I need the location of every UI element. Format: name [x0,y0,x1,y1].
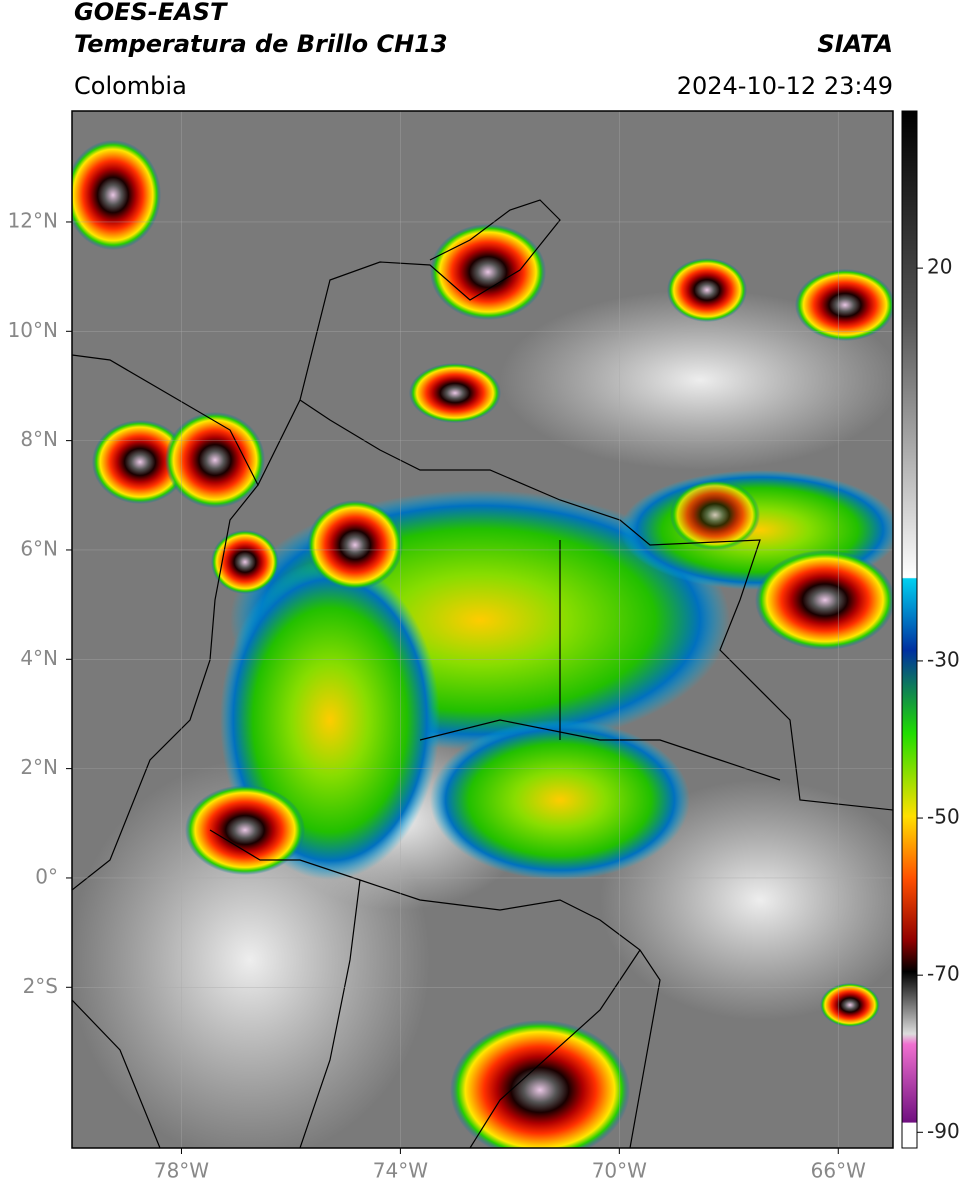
lon-tick-label: 66°W [811,1159,866,1183]
borders [72,199,893,1148]
subtitle: Temperatura de Brillo CH13 [74,30,448,58]
lat-tick-label: 2°S [23,974,58,998]
region: Colombia [74,72,187,100]
colorbar [901,110,918,1149]
lat-tick-label: 8°N [20,427,58,451]
lon-tick-label: 78°W [154,1159,209,1183]
convection [430,720,690,880]
imagery [72,111,893,1148]
colorbar-tick-label: -70 [927,962,960,986]
title: GOES-EAST [74,0,228,26]
colorbar-tick-label: -50 [927,805,960,829]
lat-tick-label: 2°N [20,755,58,779]
colorbar-tick-label: -30 [927,647,960,671]
storm-cell [820,983,880,1027]
storm-cell [92,420,188,504]
lat-tick-label: 4°N [20,646,58,670]
storm-cell [795,269,893,341]
storm-cell [185,785,305,875]
lon-tick-label: 74°W [373,1159,428,1183]
storm-cell [211,530,279,594]
colorbar-tick-label: -90 [927,1119,960,1143]
map-frame [71,110,894,1149]
storm-cell [409,363,501,423]
source: SIATA [817,30,893,58]
storm-cell [667,258,747,322]
storm-cell [165,412,265,508]
storm-cell [72,140,161,250]
lat-tick-label: 12°N [8,208,58,232]
lat-tick-label: 10°N [8,318,58,342]
storm-cell [755,550,893,650]
lat-tick-label: 0° [35,864,58,888]
storm-cell [430,224,546,320]
graticule [72,111,893,1148]
cloud [600,780,893,1020]
storm-cell [670,480,760,550]
lon-tick-label: 70°W [592,1159,647,1183]
lat-tick-label: 6°N [20,536,58,560]
storm-cell [450,1020,630,1148]
storm-cell [307,500,403,590]
cloud [500,290,893,470]
timestamp: 2024-10-12 23:49 [677,72,893,100]
colorbar-tick-label: 20 [927,255,952,279]
